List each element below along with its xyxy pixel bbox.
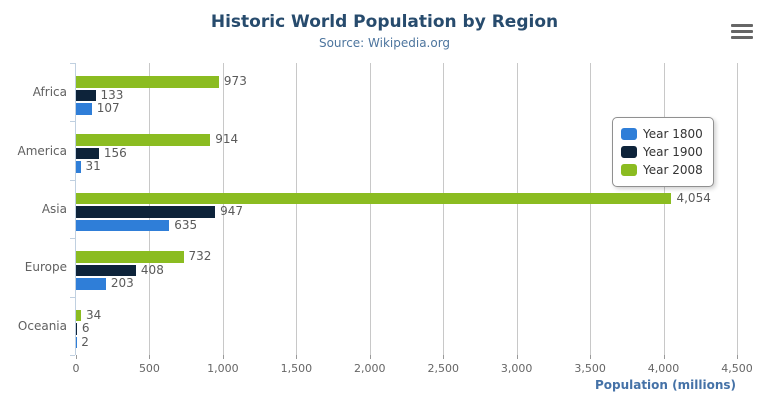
category-label-asia: Asia [41, 201, 67, 216]
x-axis-tick-label: 3,000 [500, 362, 533, 375]
y-axis-tick [70, 355, 75, 356]
data-label: 635 [174, 217, 198, 232]
legend-item-year-1900[interactable]: Year 1900 [621, 143, 703, 161]
category-label-africa: Africa [32, 85, 67, 100]
data-label: 133 [100, 87, 124, 102]
legend-swatch [621, 128, 637, 140]
gridline [516, 63, 518, 355]
x-axis-tick [663, 355, 665, 359]
data-label: 2 [81, 334, 89, 349]
x-axis-tick-label: 2,500 [427, 362, 459, 375]
data-label: 947 [220, 204, 243, 219]
bar-oceania-year-1900[interactable] [76, 323, 77, 335]
gridline [590, 63, 592, 355]
data-label: 914 [215, 132, 239, 147]
y-axis-tick [70, 238, 75, 240]
data-label: 6 [81, 321, 90, 336]
data-label: 408 [140, 262, 164, 277]
data-label: 156 [103, 145, 127, 160]
x-axis-tick [516, 355, 518, 359]
x-axis-tick-label: 1,500 [280, 362, 313, 375]
y-axis-tick [70, 121, 75, 123]
bar-asia-year-2008[interactable] [76, 192, 672, 205]
x-axis-tick [443, 355, 445, 359]
gridline [296, 63, 298, 355]
x-axis-tick-label: 2,000 [354, 362, 386, 375]
x-axis-tick [296, 355, 298, 359]
bar-america-year-1900[interactable] [76, 147, 99, 160]
legend-swatch [621, 164, 637, 176]
bar-europe-year-1800[interactable] [76, 278, 106, 290]
legend-label: Year 2008 [643, 163, 703, 177]
data-label: 34 [85, 307, 102, 322]
data-label: 4,054 [676, 190, 711, 205]
x-axis-tick [149, 355, 151, 359]
legend: Year 1800 Year 1900 Year 2008 [612, 117, 714, 187]
legend-item-year-1800[interactable]: Year 1800 [621, 125, 703, 143]
chart-subtitle: Source: Wikipedia.org [318, 36, 451, 50]
bar-america-year-1800[interactable] [76, 161, 81, 173]
x-axis-tick-label: 3,500 [574, 362, 606, 375]
y-axis-tick [70, 296, 75, 298]
legend-swatch [621, 146, 637, 158]
x-axis-title: Population (millions) [594, 378, 736, 392]
legend-item-year-2008[interactable]: Year 2008 [621, 161, 703, 179]
x-axis-tick [737, 355, 738, 359]
gridline [222, 63, 224, 355]
x-axis-tick-label: 4,000 [647, 362, 680, 375]
gridline [737, 63, 738, 355]
bar-europe-year-1900[interactable] [76, 264, 136, 277]
data-label: 203 [110, 276, 134, 291]
bar-asia-year-1800[interactable] [76, 219, 170, 232]
category-label-europe: Europe [24, 260, 67, 275]
category-label-oceania: Oceania [17, 318, 67, 333]
y-axis-tick [70, 63, 75, 64]
y-axis-tick [70, 179, 75, 181]
category-label-america: America [17, 143, 68, 158]
gridline [369, 63, 371, 355]
hamburger-menu-icon[interactable] [731, 24, 753, 42]
bar-africa-year-1800[interactable] [76, 103, 92, 115]
legend-label: Year 1900 [643, 145, 703, 159]
data-label: 973 [223, 74, 247, 88]
data-label: 732 [188, 249, 212, 264]
bar-africa-year-2008[interactable] [76, 76, 219, 88]
x-axis-tick-label: 4,500 [721, 362, 753, 375]
bar-america-year-2008[interactable] [76, 134, 211, 146]
x-axis-tick-label: 500 [138, 362, 160, 375]
x-axis-tick-label: 0 [72, 362, 80, 375]
data-label: 31 [85, 159, 101, 174]
x-axis-tick [369, 355, 371, 359]
gridline [443, 63, 445, 355]
x-axis-tick-label: 1,000 [207, 362, 239, 375]
bar-europe-year-2008[interactable] [76, 251, 184, 263]
chart-title: Historic World Population by Region [210, 12, 559, 32]
bar-oceania-year-2008[interactable] [76, 309, 81, 322]
x-axis-tick [590, 355, 592, 359]
legend-label: Year 1800 [643, 127, 703, 141]
gridline [663, 63, 665, 355]
x-axis-tick [76, 355, 77, 359]
data-label: 107 [96, 101, 120, 115]
bar-africa-year-1900[interactable] [76, 89, 96, 101]
bar-asia-year-1900[interactable] [76, 206, 216, 218]
x-axis-tick [222, 355, 224, 359]
plot-area: 0 500 1,000 1,500 2,000 2,500 3,000 3,500 4,000 4… [70, 63, 753, 375]
